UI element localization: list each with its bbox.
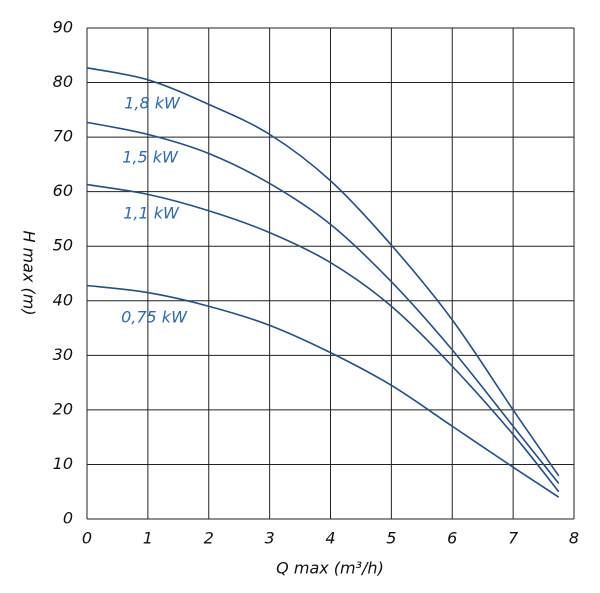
x-tick-label: 1 xyxy=(143,529,153,548)
y-tick-label: 90 xyxy=(53,18,73,37)
x-tick-label: 6 xyxy=(447,529,457,548)
y-tick-label: 60 xyxy=(53,181,73,200)
curve-label: 1,1 kW xyxy=(123,204,180,223)
curve xyxy=(86,183,560,493)
curve xyxy=(86,284,560,498)
curve-label: 1,8 kW xyxy=(124,94,181,113)
x-tick-label: 2 xyxy=(204,529,214,548)
y-tick-label: 10 xyxy=(53,454,73,473)
curve-label: 0,75 kW xyxy=(121,308,188,327)
curve xyxy=(86,121,560,485)
x-tick-label: 0 xyxy=(82,529,92,548)
curve xyxy=(86,67,560,477)
x-axis-label: Q max (m³/h) xyxy=(276,559,384,578)
x-tick-label: 4 xyxy=(325,529,335,548)
curve-label: 1,5 kW xyxy=(122,148,179,167)
y-tick-label: 30 xyxy=(53,345,73,364)
x-tick-label: 3 xyxy=(265,529,275,548)
x-tick-label: 8 xyxy=(569,529,579,548)
y-tick-label: 40 xyxy=(53,290,73,309)
y-tick-label: 0 xyxy=(63,509,73,528)
y-tick-label: 20 xyxy=(53,399,73,418)
y-tick-label: 70 xyxy=(53,127,73,146)
y-axis-label: H max (m) xyxy=(20,230,39,315)
x-tick-label: 7 xyxy=(508,529,519,548)
y-tick-label: 50 xyxy=(53,236,73,255)
y-tick-label: 80 xyxy=(53,72,73,91)
x-tick-label: 5 xyxy=(386,529,396,548)
